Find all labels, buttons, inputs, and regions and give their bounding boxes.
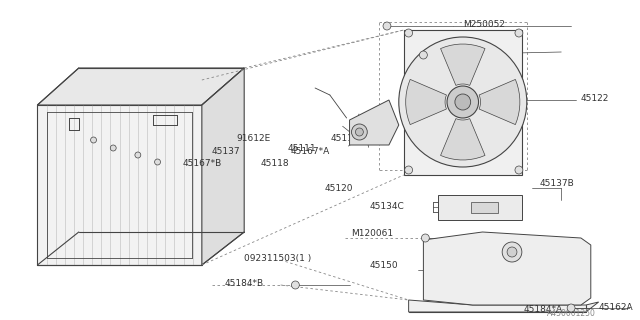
Circle shape xyxy=(567,304,575,312)
Text: 45111: 45111 xyxy=(287,143,316,153)
Polygon shape xyxy=(440,44,485,85)
Text: 45122: 45122 xyxy=(581,93,609,102)
Circle shape xyxy=(399,37,527,167)
Text: A450001250: A450001250 xyxy=(547,309,595,318)
Text: 45118: 45118 xyxy=(261,158,289,167)
Polygon shape xyxy=(404,30,522,175)
Text: 45120: 45120 xyxy=(325,183,353,193)
Polygon shape xyxy=(424,232,591,305)
Text: 45167*B: 45167*B xyxy=(182,158,221,167)
Circle shape xyxy=(455,94,470,110)
Circle shape xyxy=(421,234,429,242)
Circle shape xyxy=(155,159,161,165)
Text: 45137B: 45137B xyxy=(540,179,574,188)
Polygon shape xyxy=(349,100,399,145)
Text: N600009: N600009 xyxy=(433,44,474,52)
Circle shape xyxy=(419,51,428,59)
Text: 91612E: 91612E xyxy=(236,133,271,142)
Text: 45150: 45150 xyxy=(369,260,398,269)
Polygon shape xyxy=(479,79,520,124)
Circle shape xyxy=(507,247,517,257)
Text: 45162A: 45162A xyxy=(598,302,634,311)
Text: M120061: M120061 xyxy=(351,228,394,237)
Circle shape xyxy=(404,166,413,174)
Polygon shape xyxy=(408,300,598,312)
Polygon shape xyxy=(440,119,485,160)
Polygon shape xyxy=(37,68,244,105)
Text: 45117: 45117 xyxy=(331,133,360,142)
Text: 45134C: 45134C xyxy=(369,202,404,211)
Circle shape xyxy=(515,166,523,174)
Circle shape xyxy=(91,137,97,143)
Circle shape xyxy=(351,124,367,140)
Text: 45184*B: 45184*B xyxy=(225,278,264,287)
Circle shape xyxy=(515,29,523,37)
Bar xyxy=(470,202,498,213)
Text: M250052: M250052 xyxy=(463,20,505,28)
Circle shape xyxy=(291,281,300,289)
Text: 45167*A: 45167*A xyxy=(291,147,330,156)
Circle shape xyxy=(447,86,479,118)
Circle shape xyxy=(135,152,141,158)
Circle shape xyxy=(355,128,364,136)
Circle shape xyxy=(502,242,522,262)
Text: 45137: 45137 xyxy=(212,147,241,156)
Polygon shape xyxy=(37,105,202,265)
Text: 45184*A: 45184*A xyxy=(524,306,563,315)
Circle shape xyxy=(383,22,391,30)
Circle shape xyxy=(404,29,413,37)
Polygon shape xyxy=(202,68,244,265)
Circle shape xyxy=(110,145,116,151)
Polygon shape xyxy=(406,79,447,124)
Text: 092311503(1 ): 092311503(1 ) xyxy=(244,253,312,262)
Polygon shape xyxy=(438,195,522,220)
